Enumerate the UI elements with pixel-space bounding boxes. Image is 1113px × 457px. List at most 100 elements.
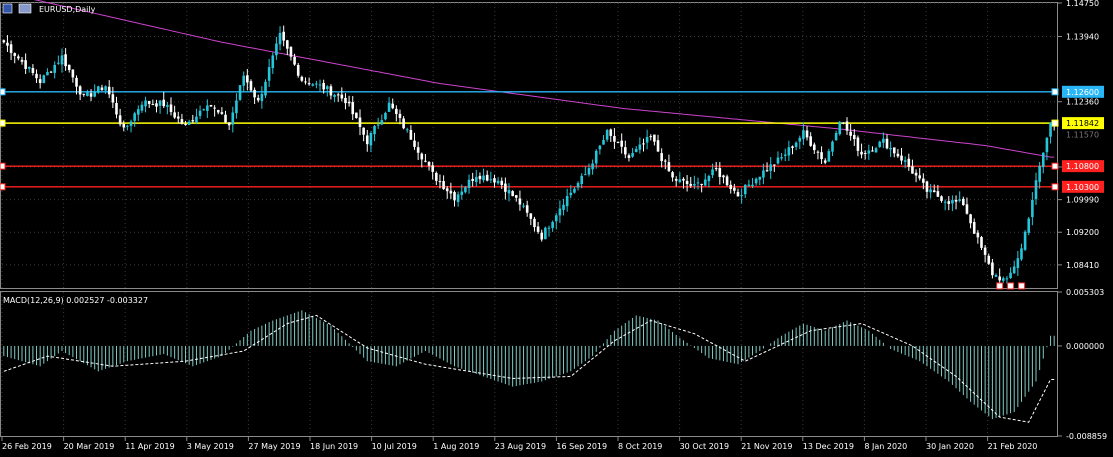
candle-body — [562, 204, 565, 210]
time-tick-label: 11 Apr 2019 — [125, 442, 174, 451]
candle-body — [758, 176, 762, 180]
candle-body — [529, 213, 533, 219]
candle-body — [24, 60, 27, 69]
candle-body — [703, 179, 707, 186]
candle-body — [954, 199, 958, 202]
price-tick-label: 1.12360 — [1066, 98, 1099, 107]
candle-body — [584, 174, 587, 176]
horizontal-levels[interactable] — [0, 88, 1059, 191]
candle-body — [402, 118, 405, 129]
candle-body — [300, 76, 304, 81]
time-tick-label: 26 Feb 2019 — [2, 442, 52, 451]
candle-body — [649, 136, 653, 138]
candle-body — [278, 32, 282, 45]
candle-body — [809, 136, 812, 146]
candle-body — [842, 122, 845, 124]
candle-body — [791, 146, 794, 148]
candle-body — [707, 176, 711, 182]
candle-body — [711, 169, 714, 176]
moving-average-layer — [33, 0, 1055, 158]
candlestick-series — [2, 25, 1056, 290]
candle-body — [253, 89, 256, 98]
candle-body — [489, 179, 493, 181]
candle-body — [27, 66, 31, 69]
candle-body — [445, 188, 449, 192]
candle-body — [900, 155, 903, 161]
candle-body — [46, 72, 49, 76]
candle-body — [115, 102, 118, 115]
macd-signal-path — [3, 314, 1055, 423]
candle-body — [813, 144, 816, 151]
candle-body — [987, 255, 991, 264]
level-handle — [1051, 183, 1059, 191]
candle-body — [213, 107, 216, 109]
candle-body — [249, 81, 253, 91]
candle-body — [620, 140, 623, 147]
candle-body — [907, 158, 911, 167]
candle-body — [231, 112, 235, 125]
candle-body — [1049, 122, 1052, 137]
candle-body — [932, 190, 936, 193]
price-panel-border — [0, 2, 1058, 289]
candle-body — [722, 175, 725, 178]
time-tick-label: 16 Sep 2019 — [556, 442, 607, 451]
candle-body — [13, 53, 17, 56]
candle-body — [911, 166, 914, 174]
candle-body — [867, 150, 871, 154]
candle-body — [1023, 231, 1027, 250]
candle-body — [983, 247, 987, 255]
candle-body — [344, 97, 347, 104]
candle-body — [602, 140, 605, 145]
candle-body — [794, 142, 798, 147]
time-tick-label: 3 May 2019 — [187, 442, 234, 451]
time-tick-label: 21 Nov 2019 — [741, 442, 792, 451]
candle-body — [104, 86, 107, 91]
candle-body — [969, 214, 972, 224]
candle-body — [464, 187, 467, 193]
candle-body — [315, 83, 318, 85]
candle-body — [89, 93, 93, 97]
candle-body — [1012, 266, 1016, 274]
candle-body — [173, 112, 176, 118]
candle-body — [144, 100, 147, 107]
window-menu-icon[interactable] — [2, 3, 13, 14]
candle-body — [903, 160, 907, 162]
candle-body — [685, 181, 689, 185]
candle-body — [373, 126, 376, 135]
candle-body — [885, 138, 889, 149]
candle-body — [849, 131, 852, 136]
candle-body — [107, 86, 111, 95]
candle-body — [151, 104, 155, 106]
candle-body — [1045, 137, 1049, 153]
candle-body — [816, 151, 820, 153]
candle-body — [235, 100, 238, 114]
candle-body — [765, 170, 769, 172]
low-marker — [1017, 282, 1025, 290]
price-tick-label: 1.13940 — [1066, 32, 1099, 41]
candle-body — [136, 109, 140, 115]
time-tick-label: 1 Aug 2019 — [433, 442, 479, 451]
macd-panel[interactable]: 0.005303 0.000000 -0.008859 MACD(12,26,9) … — [0, 288, 1108, 441]
candle-body — [325, 86, 329, 89]
candle-body — [227, 122, 231, 126]
candle-body — [598, 145, 602, 150]
candle-body — [554, 215, 558, 222]
candle-body — [398, 113, 402, 118]
level-handle — [0, 119, 6, 127]
candle-body — [834, 133, 838, 141]
candle-body — [6, 42, 9, 46]
candle-body — [53, 64, 56, 73]
candle-body — [718, 168, 722, 177]
candle-body — [340, 94, 344, 99]
level-handle — [1051, 88, 1059, 96]
low-marker — [1007, 282, 1015, 290]
candle-body — [663, 160, 667, 162]
price-panel[interactable]: 1.147501.139401.123601.107801.099901.092… — [0, 0, 1104, 290]
candle-body — [485, 174, 489, 181]
candle-body — [580, 175, 583, 185]
moving-average-line — [33, 0, 1055, 158]
candle-body — [667, 162, 671, 172]
candle-body — [216, 109, 220, 113]
price-tick-label: 1.09990 — [1066, 196, 1099, 205]
time-tick-label: 13 Dec 2019 — [803, 442, 854, 451]
